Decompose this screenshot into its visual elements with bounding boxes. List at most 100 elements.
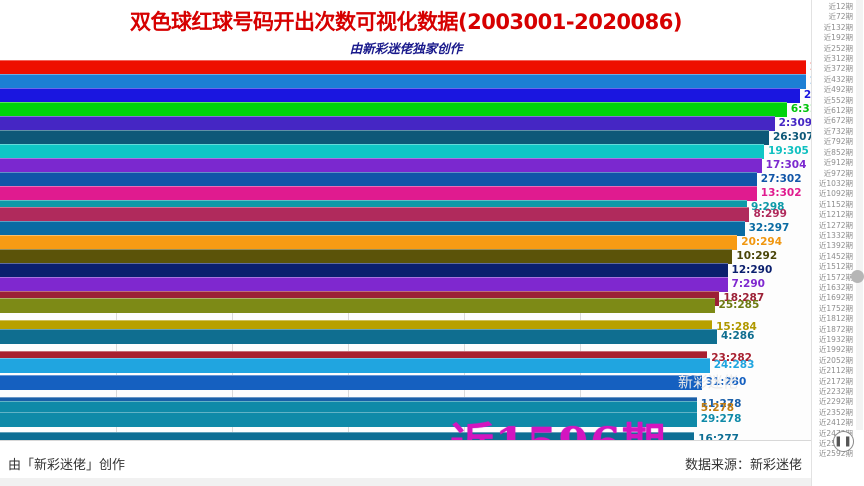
side-scrollbar-thumb[interactable] — [851, 270, 864, 284]
bar-row[interactable]: 29:278 — [0, 412, 812, 427]
period-list-item[interactable]: 近1572期 — [818, 272, 853, 282]
period-list-item[interactable]: 近852期 — [823, 147, 853, 157]
period-list-item[interactable]: 近732期 — [823, 126, 853, 136]
period-list-item[interactable]: 近12期 — [828, 2, 853, 11]
bar-row[interactable]: 8:299 — [0, 207, 812, 222]
bar-row[interactable]: 25:285 — [0, 298, 812, 313]
bar-row[interactable]: 4:286 — [0, 329, 812, 344]
period-list-item[interactable]: 近1992期 — [818, 345, 853, 355]
bar-value-label: 14:321 — [810, 61, 813, 73]
bar[interactable] — [0, 249, 733, 264]
bar[interactable] — [0, 186, 757, 201]
bar-row[interactable]: 10:292 — [0, 249, 812, 264]
pause-button[interactable]: ❚❚ — [833, 431, 854, 452]
bar-row[interactable]: 26:307 — [0, 130, 812, 145]
bar[interactable] — [0, 102, 787, 117]
bar[interactable] — [0, 432, 695, 440]
period-list-item[interactable]: 近492期 — [823, 85, 853, 95]
bar-value-label: 25:285 — [718, 299, 760, 311]
bar-row[interactable]: 2:309 — [0, 116, 812, 131]
bar[interactable] — [0, 375, 702, 390]
period-list-item[interactable]: 近912期 — [823, 158, 853, 168]
period-list-item[interactable]: 近1332期 — [818, 230, 853, 240]
period-list-item[interactable]: 近2412期 — [818, 418, 853, 428]
period-list-item[interactable]: 近2052期 — [818, 355, 853, 365]
period-list-item[interactable]: 近1632期 — [818, 282, 853, 292]
bar[interactable] — [0, 329, 717, 344]
bar[interactable] — [0, 130, 769, 145]
period-list-item[interactable]: 近972期 — [823, 168, 853, 178]
bar[interactable] — [0, 263, 728, 278]
period-list-item[interactable]: 近1932期 — [818, 335, 853, 344]
bar-row[interactable]: 1:321 — [0, 74, 812, 89]
bar-value-label: 8:299 — [753, 208, 787, 220]
bar[interactable] — [0, 358, 710, 373]
bar-row[interactable]: 7:290 — [0, 277, 812, 292]
period-list-item[interactable]: 近72期 — [828, 12, 853, 22]
bar-row[interactable]: 19:305 — [0, 144, 812, 159]
period-list-item[interactable]: 近1212期 — [818, 210, 853, 220]
bar-row[interactable]: 24:283 — [0, 358, 812, 373]
period-list-item[interactable]: 近1152期 — [818, 199, 853, 209]
period-list-item[interactable]: 近1092期 — [818, 189, 853, 199]
period-list-item[interactable]: 近312期 — [823, 54, 853, 64]
period-list-item[interactable]: 近1032期 — [818, 178, 853, 188]
bar-row[interactable]: 16:277 — [0, 432, 812, 440]
period-list-item[interactable]: 近1392期 — [818, 241, 853, 251]
bar-value-label: 10:292 — [736, 250, 778, 262]
period-list-item[interactable]: 近792期 — [823, 137, 853, 147]
bar[interactable] — [0, 235, 738, 250]
period-list-item[interactable]: 近552期 — [823, 95, 853, 105]
period-list-item[interactable]: 近1272期 — [818, 220, 853, 230]
bar[interactable] — [0, 144, 765, 159]
bar-row[interactable]: 31:280 — [0, 375, 812, 390]
period-list-item[interactable]: 近1812期 — [818, 314, 853, 324]
bar[interactable] — [0, 277, 728, 292]
period-list-item[interactable]: 近2172期 — [818, 376, 853, 386]
bar-row[interactable]: 17:304 — [0, 158, 812, 173]
bar[interactable] — [0, 158, 762, 173]
period-list-item[interactable]: 近2232期 — [818, 387, 853, 397]
page-title: 双色球红球号码开出次数可视化数据(2003001-2020086) — [130, 10, 682, 34]
bar-row[interactable]: 13:302 — [0, 186, 812, 201]
period-list-item[interactable]: 近1692期 — [818, 293, 853, 303]
side-scrollbar[interactable] — [856, 0, 863, 430]
period-side-panel[interactable]: 近12期 近72期 近132期 近192期 近252期 近312期 近372期 近432期 近4… — [811, 0, 864, 486]
bar-value-label: 12:290 — [731, 264, 773, 276]
period-list-item[interactable]: 近372期 — [823, 64, 853, 74]
period-list-item[interactable]: 近1452期 — [818, 251, 853, 261]
bar-value-label: 17:304 — [765, 159, 807, 171]
bar[interactable] — [0, 116, 775, 131]
bar[interactable] — [0, 298, 715, 313]
period-list-item[interactable]: 近192期 — [823, 33, 853, 43]
period-list-item[interactable]: 近2112期 — [818, 366, 853, 376]
period-list-item[interactable]: 近2592期 — [818, 449, 853, 459]
header: 双色球红球号码开出次数可视化数据(2003001-2020086) 由新彩迷佬独… — [0, 0, 812, 57]
bar-row[interactable]: 20:294 — [0, 235, 812, 250]
period-list-item[interactable]: 近672期 — [823, 116, 853, 126]
bar-row[interactable]: 12:290 — [0, 263, 812, 278]
bar-row[interactable]: 6:314 — [0, 102, 812, 117]
bar[interactable] — [0, 74, 806, 89]
period-list[interactable]: 近12期 近72期 近132期 近192期 近252期 近312期 近372期 近432期 近4… — [812, 2, 856, 460]
period-list-item[interactable]: 近432期 — [823, 74, 853, 84]
bar-row[interactable]: 22:319 — [0, 88, 812, 103]
period-list-item[interactable]: 近132期 — [823, 22, 853, 32]
bar-row[interactable]: 32:297 — [0, 221, 812, 236]
period-list-item[interactable]: 近252期 — [823, 43, 853, 53]
period-list-item[interactable]: 近2352期 — [818, 407, 853, 417]
period-list-item[interactable]: 近1512期 — [818, 262, 853, 272]
period-list-item[interactable]: 近1872期 — [818, 324, 853, 334]
period-list-item[interactable]: 近2292期 — [818, 397, 853, 407]
bar[interactable] — [0, 60, 806, 75]
bar[interactable] — [0, 207, 750, 222]
period-list-item[interactable]: 近612期 — [823, 106, 853, 116]
bar[interactable] — [0, 221, 745, 236]
bar[interactable] — [0, 172, 757, 187]
bar-row[interactable]: 14:321 — [0, 60, 813, 75]
bar[interactable] — [0, 88, 800, 103]
page-subtitle: 由新彩迷佬独家创作 — [349, 41, 463, 56]
bar-row[interactable]: 27:302 — [0, 172, 812, 187]
period-list-item[interactable]: 近1752期 — [818, 303, 853, 313]
bar[interactable] — [0, 412, 697, 427]
